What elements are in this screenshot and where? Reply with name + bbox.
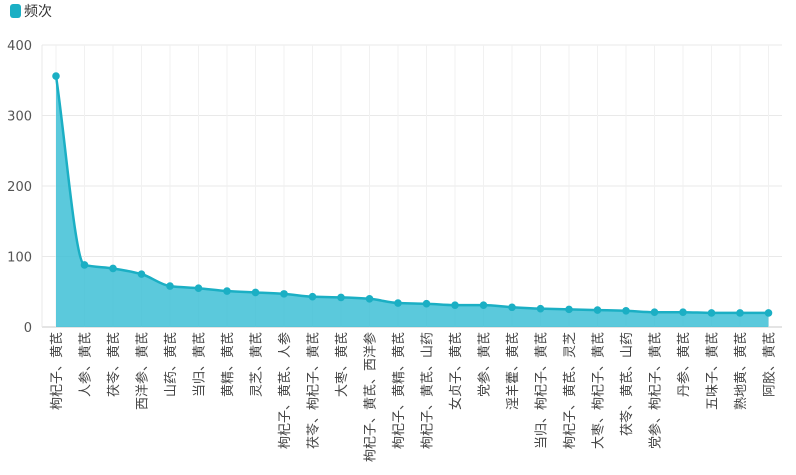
data-point[interactable] — [764, 309, 773, 317]
x-category-label: 枸杞子、黄精、黄芪 — [392, 332, 407, 449]
data-point[interactable] — [451, 301, 459, 309]
y-tick-label: 400 — [7, 39, 32, 54]
x-category-label: 西洋参、黄芪 — [135, 332, 151, 410]
y-tick-label: 100 — [7, 251, 32, 266]
data-point[interactable] — [736, 309, 744, 317]
x-category-label: 枸杞子、黄芪、山药 — [421, 332, 436, 449]
data-point[interactable] — [166, 282, 174, 290]
data-point[interactable] — [365, 295, 374, 303]
y-tick-label: 0 — [24, 321, 32, 336]
data-point[interactable] — [52, 72, 60, 80]
data-point[interactable] — [536, 304, 545, 313]
legend[interactable]: 频次 — [10, 4, 52, 20]
y-tick-label: 300 — [7, 110, 32, 125]
data-point[interactable] — [308, 292, 317, 301]
point-layer — [52, 72, 773, 317]
x-category-label: 丹参、黄芪 — [676, 332, 692, 397]
data-point[interactable] — [194, 284, 203, 293]
x-axis-labels: 枸杞子、黄芪 人参、黄芪 茯苓、黄芪 西洋参、黄芪 山药、黄芪 当归、黄芪 黄精、黄芪 灵芝、… — [50, 332, 778, 462]
data-point[interactable] — [394, 299, 402, 307]
data-point[interactable] — [280, 290, 288, 298]
x-category-label: 灵芝、黄芪 — [249, 332, 265, 397]
data-point[interactable] — [251, 288, 260, 297]
x-category-label: 熟地黄、黄芪 — [733, 332, 749, 410]
y-tick-label: 200 — [7, 180, 32, 195]
y-axis-ticks: 0 100 200 300 400 — [7, 39, 32, 336]
data-point[interactable] — [508, 303, 516, 312]
x-category-label: 阿胶、黄芪 — [762, 332, 778, 397]
data-point[interactable] — [479, 301, 488, 309]
area-layer — [54, 75, 769, 328]
data-point[interactable] — [679, 308, 687, 316]
data-point[interactable] — [422, 299, 431, 308]
series-line — [54, 75, 769, 315]
data-point[interactable] — [223, 287, 231, 295]
x-category-label: 枸杞子、黄芪、人参 — [277, 332, 293, 449]
x-category-label: 茯苓、枸杞子、黄芪 — [307, 332, 322, 449]
data-point[interactable] — [593, 306, 602, 314]
x-category-label: 当归、黄芪 — [193, 332, 208, 397]
data-point[interactable] — [337, 293, 345, 302]
x-category-label: 大枣、黄芪 — [335, 332, 350, 397]
data-point[interactable] — [622, 306, 630, 315]
legend-label: 频次 — [24, 4, 52, 20]
x-category-label: 黄精、黄芪 — [221, 332, 236, 397]
x-category-label: 枸杞子、黄芪 — [50, 332, 65, 410]
x-category-label: 党参、黄芪 — [477, 332, 493, 397]
x-category-label: 女贞子、黄芪 — [448, 332, 464, 410]
data-point[interactable] — [80, 261, 89, 269]
data-point[interactable] — [109, 264, 117, 273]
x-category-label: 五味子、黄芪 — [706, 332, 721, 410]
x-category-label: 枸杞子、黄芪、西洋参 — [363, 332, 379, 462]
rounded-square-icon — [10, 4, 21, 18]
data-point[interactable] — [707, 309, 716, 317]
x-category-label: 茯苓、黄芪、山药 — [620, 332, 635, 436]
series-area-fill — [56, 76, 769, 328]
x-category-label: 山药、黄芪 — [164, 332, 179, 397]
data-point[interactable] — [565, 305, 573, 314]
x-category-label: 党参、枸杞子、黄芪 — [648, 332, 664, 449]
x-category-label: 枸杞子、黄芪、灵芝 — [562, 332, 578, 449]
data-point[interactable] — [650, 308, 659, 316]
x-category-label: 淫羊藿、黄芪 — [505, 332, 521, 410]
x-category-label: 大枣、枸杞子、黄芪 — [592, 332, 607, 449]
x-category-label: 人参、黄芪 — [78, 332, 94, 397]
x-category-label: 茯苓、黄芪 — [107, 332, 122, 397]
x-category-label: 当归、枸杞子、黄芪 — [535, 332, 550, 449]
data-point[interactable] — [137, 270, 146, 278]
